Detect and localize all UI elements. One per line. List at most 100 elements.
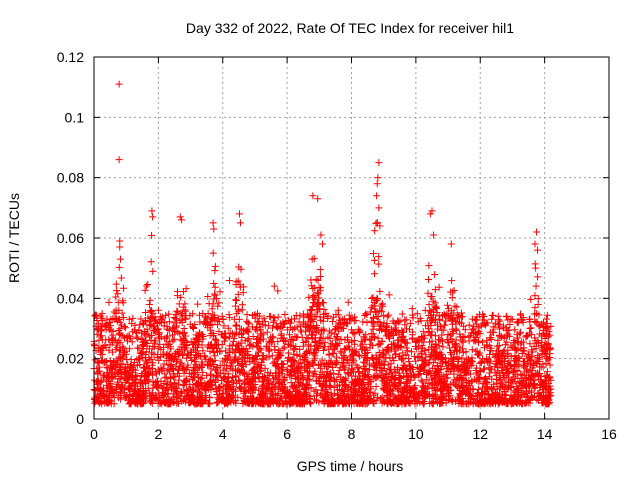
data-point: [507, 361, 515, 369]
data-point: [96, 348, 104, 356]
data-point: [431, 354, 439, 362]
data-point: [477, 358, 485, 366]
data-point: [273, 323, 281, 331]
data-point: [148, 207, 156, 215]
data-point: [329, 364, 337, 372]
data-point: [206, 347, 214, 355]
data-point: [210, 279, 218, 287]
data-point: [315, 398, 323, 406]
data-point: [408, 311, 416, 319]
data-point: [301, 400, 309, 408]
data-point: [422, 356, 430, 364]
data-point: [412, 338, 420, 346]
data-point: [206, 378, 214, 386]
data-point: [172, 353, 180, 361]
data-point: [162, 373, 170, 381]
data-point: [517, 310, 525, 318]
data-point: [495, 356, 503, 364]
data-point: [297, 360, 305, 368]
data-point: [460, 388, 468, 396]
data-point: [531, 240, 539, 248]
data-point: [335, 319, 343, 327]
data-point: [428, 207, 436, 215]
data-point: [383, 313, 391, 321]
data-point: [160, 380, 168, 388]
data-point: [137, 371, 145, 379]
data-point: [326, 342, 334, 350]
data-point: [180, 330, 188, 338]
data-point: [93, 393, 101, 401]
data-point: [238, 334, 246, 342]
data-point: [165, 310, 173, 318]
data-point: [305, 377, 313, 385]
data-point: [444, 374, 452, 382]
data-point: [231, 365, 239, 373]
data-point: [374, 356, 382, 364]
data-point: [547, 376, 555, 384]
data-point: [396, 343, 404, 351]
data-point: [192, 351, 200, 359]
data-point: [355, 352, 363, 360]
data-point: [437, 395, 445, 403]
data-point: [531, 358, 539, 366]
data-point: [450, 286, 458, 294]
data-point: [514, 318, 522, 326]
data-point: [215, 299, 223, 307]
data-point: [259, 321, 267, 329]
data-point: [113, 368, 121, 376]
data-point: [223, 378, 231, 386]
data-point: [112, 363, 120, 371]
data-point: [255, 373, 263, 381]
data-point: [444, 364, 452, 372]
data-point: [363, 311, 371, 319]
data-point: [249, 365, 257, 373]
data-point: [539, 320, 547, 328]
data-point: [172, 315, 180, 323]
data-point: [509, 398, 517, 406]
data-point: [277, 331, 285, 339]
data-point: [199, 310, 207, 318]
data-point: [296, 379, 304, 387]
data-point: [234, 290, 242, 298]
data-point: [205, 357, 213, 365]
data-point: [240, 396, 248, 404]
data-point: [144, 280, 152, 288]
data-point: [330, 370, 338, 378]
data-point: [499, 357, 507, 365]
data-point: [435, 336, 443, 344]
data-point: [332, 311, 340, 319]
data-point: [226, 276, 234, 284]
data-point: [466, 332, 474, 340]
data-point: [476, 373, 484, 381]
data-point: [276, 394, 284, 402]
data-point: [229, 347, 237, 355]
data-point: [423, 317, 431, 325]
data-point: [164, 390, 172, 398]
data-point: [283, 366, 291, 374]
data-point: [422, 322, 430, 330]
data-point: [224, 373, 232, 381]
data-point: [515, 354, 523, 362]
data-point: [500, 334, 508, 342]
data-point: [106, 357, 114, 365]
data-point: [214, 394, 222, 402]
data-point: [148, 355, 156, 363]
data-point: [313, 392, 321, 400]
data-point: [435, 283, 443, 291]
data-point: [497, 351, 505, 359]
data-point: [280, 400, 288, 408]
data-point: [366, 344, 374, 352]
data-point: [381, 375, 389, 383]
data-point: [167, 381, 175, 389]
data-point: [118, 354, 126, 362]
data-point: [228, 374, 236, 382]
data-point: [198, 362, 206, 370]
data-point: [241, 376, 249, 384]
data-point: [334, 306, 342, 314]
data-point: [412, 357, 420, 365]
data-point: [186, 312, 194, 320]
data-point: [223, 356, 231, 364]
data-point: [173, 357, 181, 365]
data-point: [302, 381, 310, 389]
data-point: [420, 367, 428, 375]
